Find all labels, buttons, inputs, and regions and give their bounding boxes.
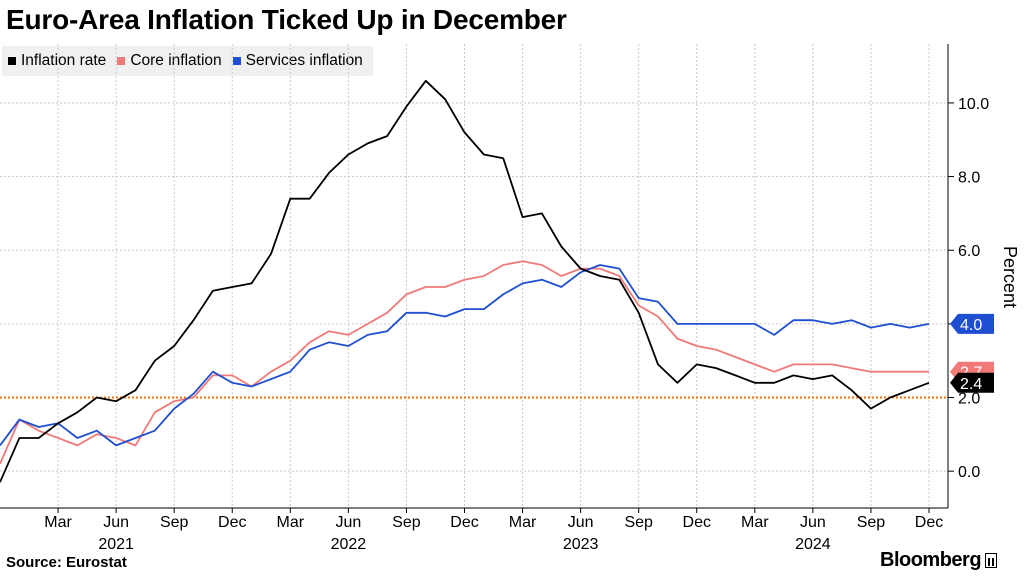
x-tick-label: Mar [741, 514, 769, 531]
legend: Inflation rate Core inflation Services i… [2, 46, 373, 76]
legend-item-core-inflation: Core inflation [117, 52, 222, 70]
legend-item-services-inflation: Services inflation [232, 52, 363, 70]
x-tick-label: Dec [683, 514, 711, 531]
legend-swatch [8, 57, 16, 65]
legend-label: Inflation rate [21, 52, 107, 69]
x-tick-label: Sep [160, 514, 189, 531]
y-tick-label: 8.0 [958, 170, 980, 187]
x-tick-label: Dec [450, 514, 478, 531]
y-tick-label: 6.0 [958, 243, 980, 260]
x-tick-label: Sep [392, 514, 421, 531]
legend-label: Services inflation [245, 52, 363, 69]
x-year-label: 2022 [331, 536, 367, 553]
x-year-label: 2023 [563, 536, 599, 553]
y-tick-label: 10.0 [958, 96, 989, 113]
legend-label: Core inflation [130, 52, 222, 69]
x-tick-label: Sep [857, 514, 886, 531]
source-note: Source: Eurostat [6, 554, 127, 571]
x-tick-label: Jun [103, 514, 129, 531]
y-axis-label: Percent [1000, 246, 1020, 308]
x-tick-label: Jun [568, 514, 594, 531]
x-tick-label: Dec [915, 514, 943, 531]
legend-swatch [232, 57, 241, 65]
bloomberg-logo-icon [985, 553, 998, 568]
end-value-label: 4.0 [960, 317, 982, 334]
series-line-inflation-rate [0, 79, 930, 483]
x-tick-label: Mar [44, 514, 72, 531]
y-tick-label: 2.0 [958, 391, 980, 408]
x-tick-label: Jun [800, 514, 826, 531]
series-line-core-inflation [0, 260, 929, 465]
end-value-label: 2.4 [960, 376, 982, 393]
x-year-label: 2024 [795, 536, 831, 553]
x-tick-label: Sep [624, 514, 653, 531]
x-tick-label: Mar [277, 514, 305, 531]
chart-title: Euro-Area Inflation Ticked Up in Decembe… [6, 4, 567, 35]
legend-swatch [117, 57, 126, 65]
brand-name: Bloomberg [880, 549, 982, 571]
brand-logo: Bloomberg [880, 549, 998, 572]
y-tick-label: 0.0 [958, 464, 980, 481]
x-year-label: 2021 [98, 536, 134, 553]
x-tick-label: Jun [335, 514, 361, 531]
x-tick-label: Dec [218, 514, 246, 531]
x-tick-label: Mar [509, 514, 537, 531]
series-line-services-inflation [0, 264, 930, 447]
end-value-tag [950, 372, 994, 393]
legend-item-inflation-rate: Inflation rate [8, 52, 106, 70]
end-value-tag [950, 313, 994, 334]
